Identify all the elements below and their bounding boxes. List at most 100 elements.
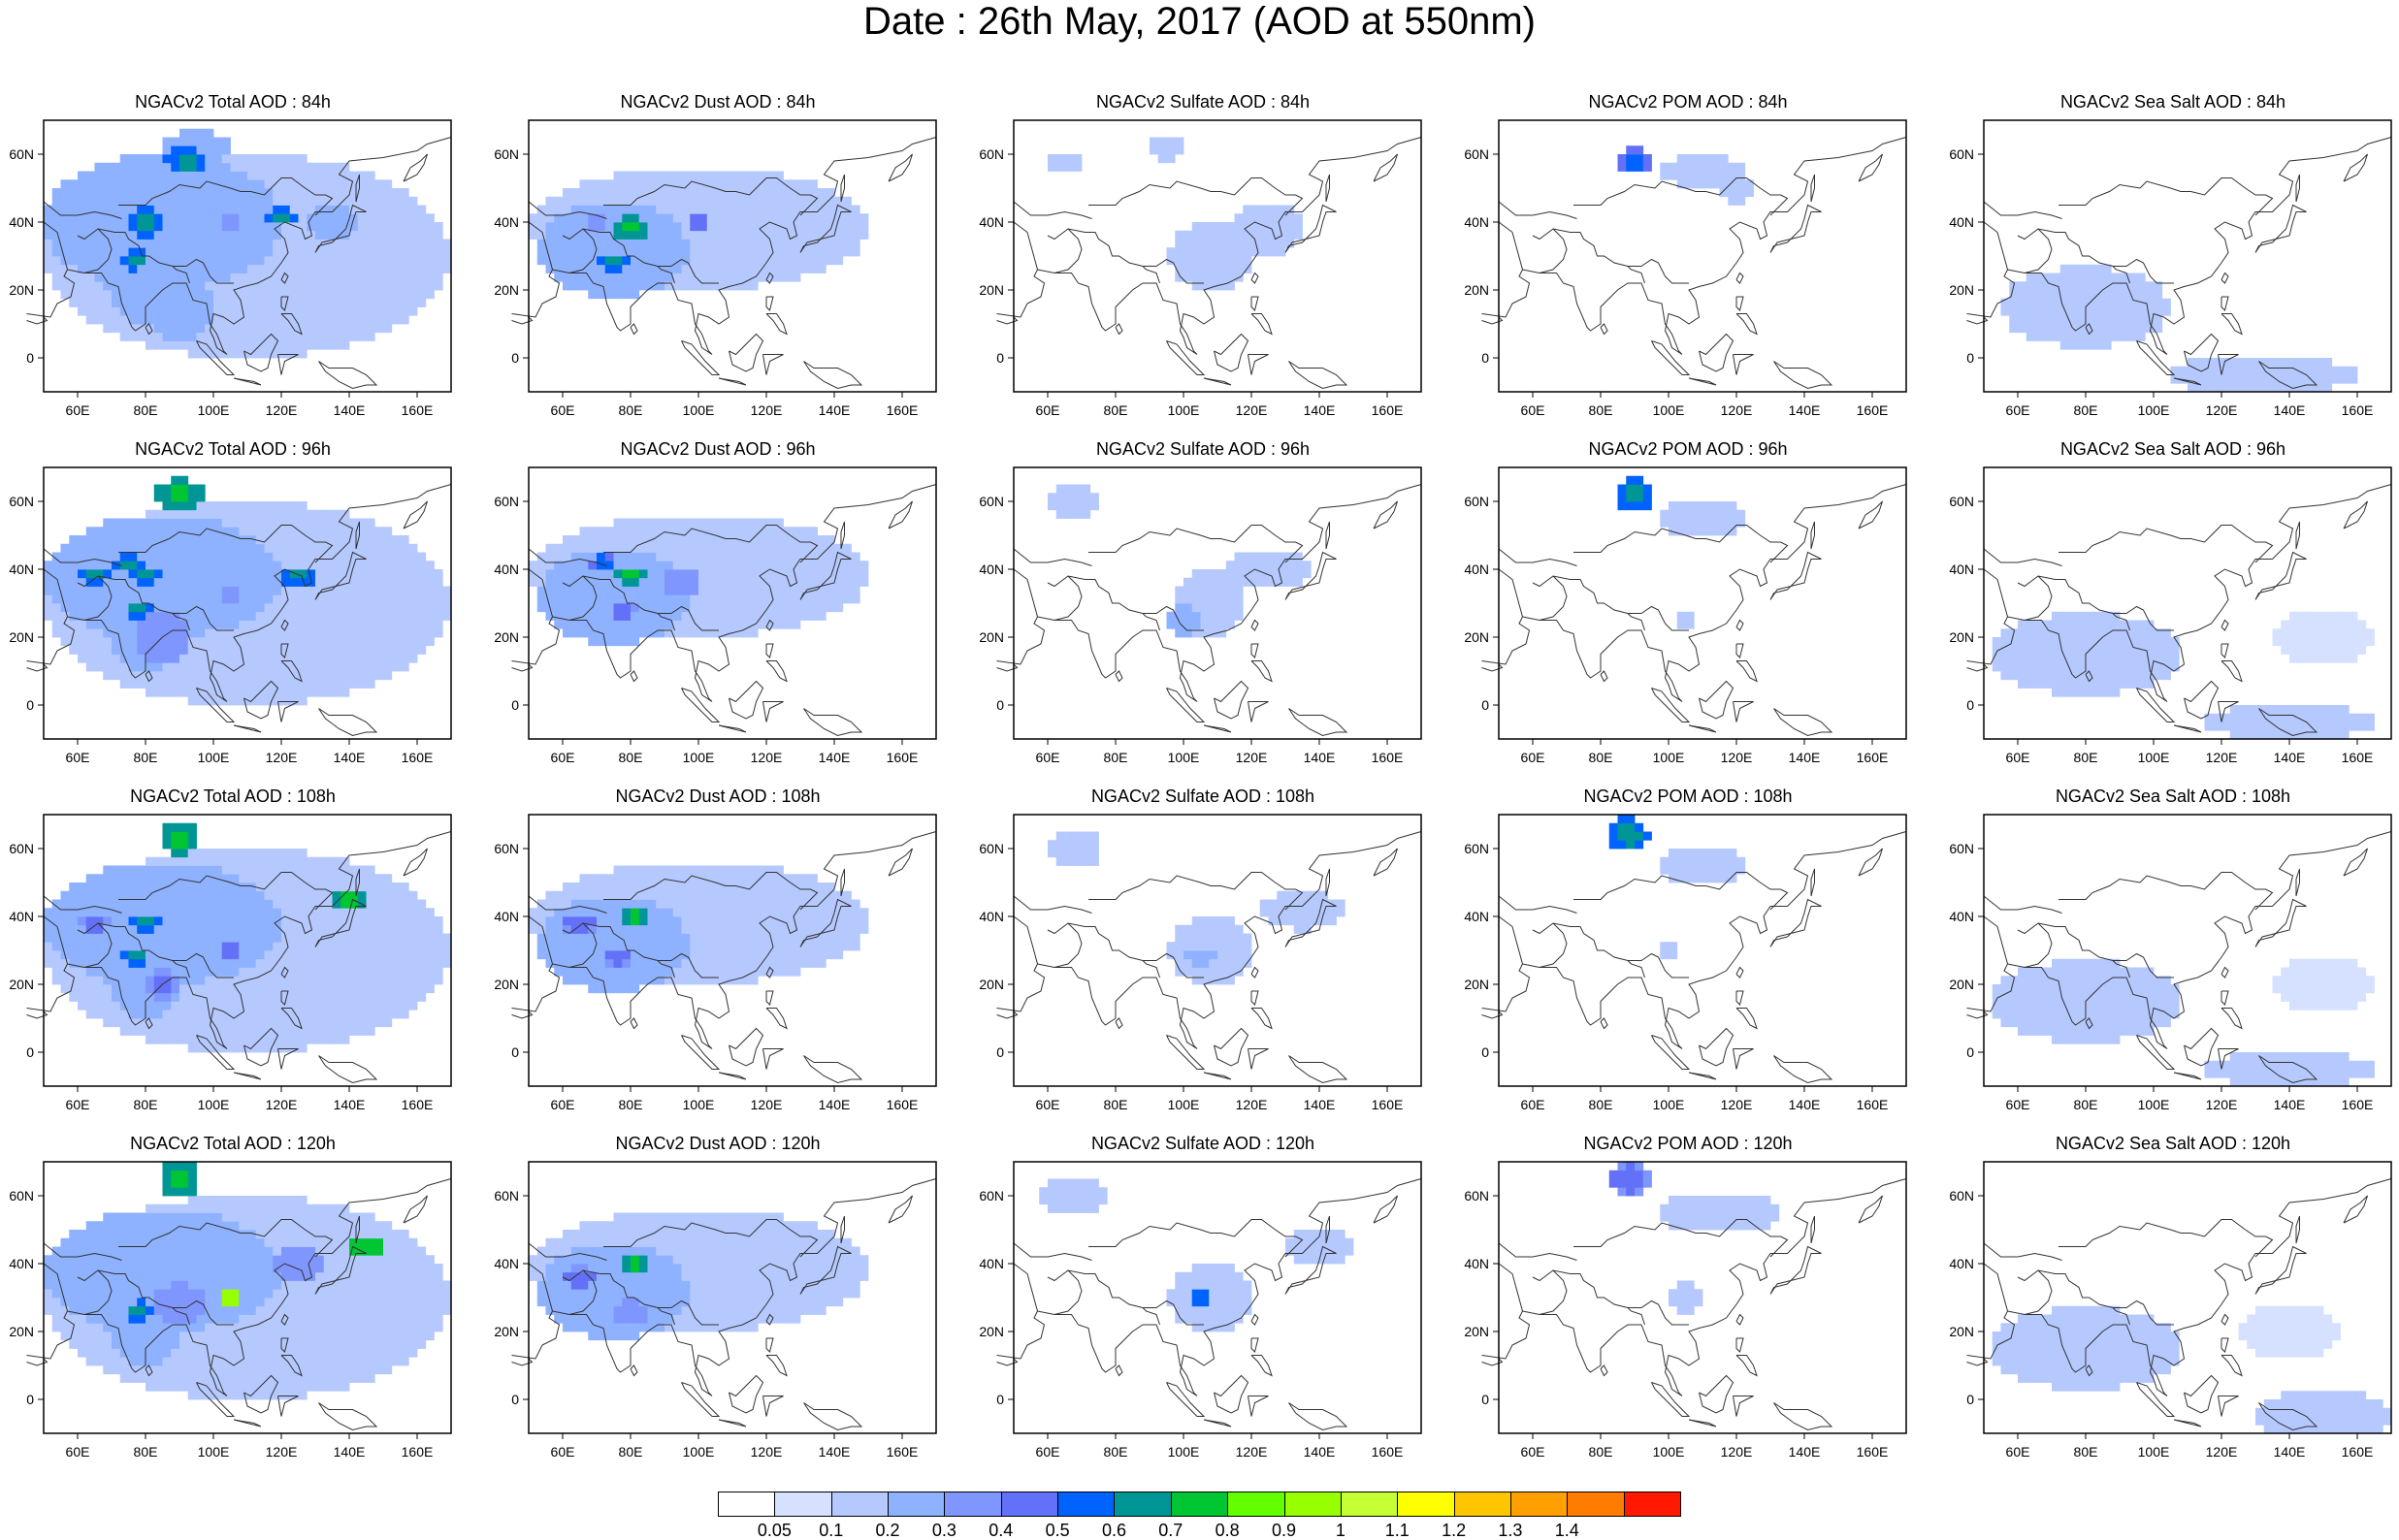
lat-tick-label: 40N [494,561,519,577]
lon-tick-label: 140E [334,1444,366,1460]
lat-tick-label: 20N [494,282,519,298]
coastlines [511,1178,937,1431]
map-panel-total-84h: NGACv2 Total AOD : 84h 60E 80E 100E 120E 140E… [0,91,466,421]
coastlines [1966,831,2392,1084]
lat-tick-label: 60N [1464,841,1489,856]
lat-tick-label: 60N [1464,1188,1489,1203]
lat-tick-label: 0 [1966,350,1974,366]
colorbar-label: 0.5 [1045,1521,1070,1540]
lon-tick-label: 80E [1589,750,1613,765]
coastlines [26,1178,452,1431]
colorbar-label: 0.8 [1215,1521,1240,1540]
colorbar-swatch [1453,1492,1511,1517]
aod-field [1048,484,1312,638]
lon-tick-label: 120E [751,402,783,418]
lon-tick-label: 140E [2274,750,2306,765]
lon-tick-label: 60E [1036,1444,1060,1460]
lat-tick-label: 40N [1464,909,1489,924]
coastlines [511,484,937,737]
lat-tick-label: 40N [9,214,34,230]
colorbar-swatch [1283,1492,1342,1517]
map-frame [1983,119,2392,393]
lat-tick-label: 60N [9,494,34,509]
lat-tick-label: 20N [1464,977,1489,992]
lat-tick-label: 20N [9,282,34,298]
aod-map: 60E 80E 100E 120E 140E 160E 60N 40N 20N 0 [494,814,937,1112]
colorbar-swatch [888,1492,946,1517]
lat-tick-label: 60N [1949,841,1974,856]
lon-tick-label: 160E [1372,402,1404,418]
lon-tick-label: 160E [887,402,919,418]
lat-tick-label: 40N [1949,561,1974,577]
lat-tick-label: 0 [1966,697,1974,713]
colorbar-label: 1.2 [1442,1521,1467,1540]
lon-tick-label: 60E [551,750,575,765]
lat-tick-label: 40N [1949,909,1974,924]
lon-tick-label: 80E [134,1444,158,1460]
aod-map: 60E 80E 100E 120E 140E 160E 60N 40N 20N 0 [1949,119,2392,418]
colorbar-label: 0.05 [757,1521,792,1540]
panel-title: NGACv2 POM AOD : 96h [1588,439,1788,459]
lat-tick-label: 20N [494,977,519,992]
map-frame [1983,1161,2392,1434]
lat-tick-label: 20N [979,1324,1004,1339]
lon-tick-label: 100E [683,750,715,765]
lon-tick-label: 140E [2274,402,2306,418]
lon-tick-label: 140E [819,750,851,765]
lat-tick-label: 40N [1464,1256,1489,1271]
lat-tick-label: 40N [9,1256,34,1271]
lon-tick-label: 160E [1857,750,1889,765]
lon-tick-label: 100E [1168,750,1200,765]
map-panel-total-120h: NGACv2 Total AOD : 120h 60E 80E 100E 120E 140… [0,1133,466,1462]
map-frame [43,1161,452,1434]
coastlines [996,831,1422,1084]
lon-tick-label: 120E [266,1097,298,1112]
map-frame [1013,119,1422,393]
lon-tick-label: 120E [1721,1444,1753,1460]
colorbar-label: 1.4 [1554,1521,1579,1540]
lat-tick-label: 0 [26,1044,34,1060]
aod-map: 60E 80E 100E 120E 140E 160E 60N 40N 20N 0 [1949,814,2392,1112]
colorbar-swatch [1227,1492,1285,1517]
lat-tick-label: 20N [9,629,34,645]
coastlines [1481,137,1907,390]
coastlines [1481,831,1907,1084]
lon-tick-label: 160E [402,750,434,765]
map-frame [528,814,937,1087]
lon-tick-label: 80E [1104,1097,1128,1112]
coastlines [511,831,937,1084]
panel-title: NGACv2 Total AOD : 96h [135,439,331,459]
panel-title: NGACv2 Sea Salt AOD : 108h [2055,786,2291,806]
lon-tick-label: 80E [619,750,643,765]
lat-tick-label: 0 [511,1392,519,1407]
lat-tick-label: 40N [1949,214,1974,230]
colorbar-swatch [1000,1492,1059,1517]
map-frame [43,466,452,740]
lon-tick-label: 100E [1168,1444,1200,1460]
map-frame [528,466,937,740]
lon-tick-label: 120E [1236,750,1268,765]
aod-map: 60E 80E 100E 120E 140E 160E 60N 40N 20N 0 [979,466,1422,765]
panel-title: NGACv2 Total AOD : 108h [130,786,336,806]
panel-title: NGACv2 Sea Salt AOD : 120h [2055,1134,2291,1153]
lon-tick-label: 80E [2074,1097,2098,1112]
map-frame [1498,119,1907,393]
lon-tick-label: 160E [1372,750,1404,765]
map-panel-dust-96h: NGACv2 Dust AOD : 96h 60E 80E 100E 120E 140E 1… [485,438,951,768]
lat-tick-label: 40N [9,909,34,924]
lon-tick-label: 80E [1589,402,1613,418]
lat-tick-label: 40N [494,214,519,230]
map-frame [1983,466,2392,740]
lat-tick-label: 60N [9,841,34,856]
panel-title: NGACv2 Dust AOD : 108h [615,786,821,806]
colorbar-swatch [1397,1492,1455,1517]
lon-tick-label: 80E [1104,750,1128,765]
aod-map: 60E 80E 100E 120E 140E 160E 60N 40N 20N 0 [1464,466,1907,765]
colorbar-label: 0.7 [1158,1521,1183,1540]
lat-tick-label: 20N [1464,629,1489,645]
lat-tick-label: 0 [511,350,519,366]
figure-title: Date : 26th May, 2017 (AOD at 550nm) [863,0,1536,43]
aod-map: 60E 80E 100E 120E 140E 160E 60N 40N 20N 0 [1464,119,1907,418]
lat-tick-label: 60N [494,1188,519,1203]
lat-tick-label: 60N [9,146,34,162]
